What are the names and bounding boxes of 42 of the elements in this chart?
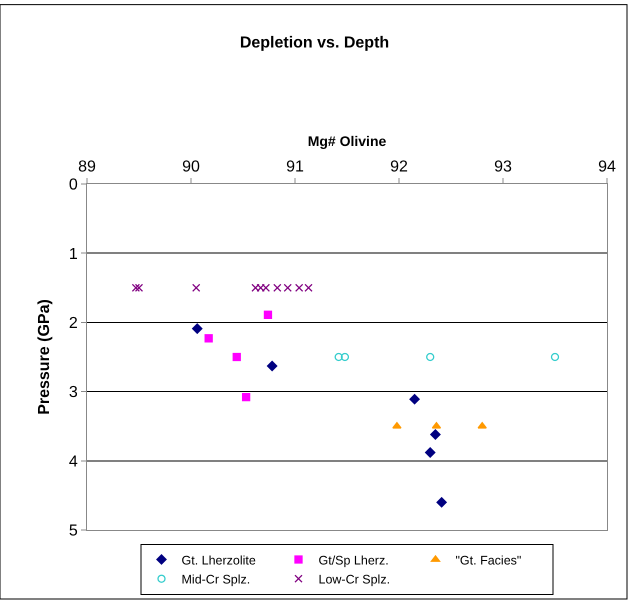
point — [478, 422, 487, 429]
x-tick-label: 89 — [78, 158, 96, 176]
x-axis-title: Mg# Olivine — [308, 133, 386, 150]
x-tick-label: 90 — [182, 158, 200, 176]
point — [266, 360, 278, 372]
point — [242, 392, 250, 402]
x-tick-label: 92 — [390, 158, 408, 176]
point — [132, 284, 140, 292]
point — [284, 284, 292, 292]
point — [550, 352, 560, 362]
y-tick-label: 0 — [68, 176, 78, 194]
point — [426, 352, 434, 362]
point — [192, 284, 200, 292]
y-tick-label: 4 — [68, 453, 78, 470]
point — [232, 352, 241, 362]
point — [436, 497, 447, 508]
y-axis-title: Pressure (GPa) — [36, 299, 53, 415]
legend-label: Low-Cr Splz. — [318, 572, 390, 587]
x-tick-label: 91 — [286, 158, 304, 176]
y-tick-label: 5 — [68, 522, 78, 540]
x-tick-label: 93 — [494, 158, 512, 176]
point — [334, 352, 343, 362]
y-tick-label: 1 — [68, 246, 78, 263]
point — [264, 310, 272, 319]
y-tick-label: 2 — [68, 315, 78, 332]
point — [432, 422, 442, 429]
point — [425, 447, 436, 458]
legend-label: Gt. Lherzolite — [182, 553, 256, 568]
point — [134, 284, 144, 292]
point — [340, 352, 350, 362]
y-tick-label: 3 — [68, 384, 78, 402]
point — [273, 284, 282, 292]
point — [204, 334, 213, 342]
x-tick-label: 94 — [598, 158, 616, 176]
point — [409, 394, 420, 404]
chart-title: Depletion vs. Depth — [240, 34, 390, 52]
point — [392, 422, 402, 429]
legend-label: Gt/Sp Lherz. — [318, 553, 389, 568]
legend-label: Mid-Cr Splz. — [182, 572, 250, 587]
legend-label: "Gt. Facies" — [456, 553, 522, 568]
point — [192, 323, 202, 334]
point — [430, 429, 441, 440]
